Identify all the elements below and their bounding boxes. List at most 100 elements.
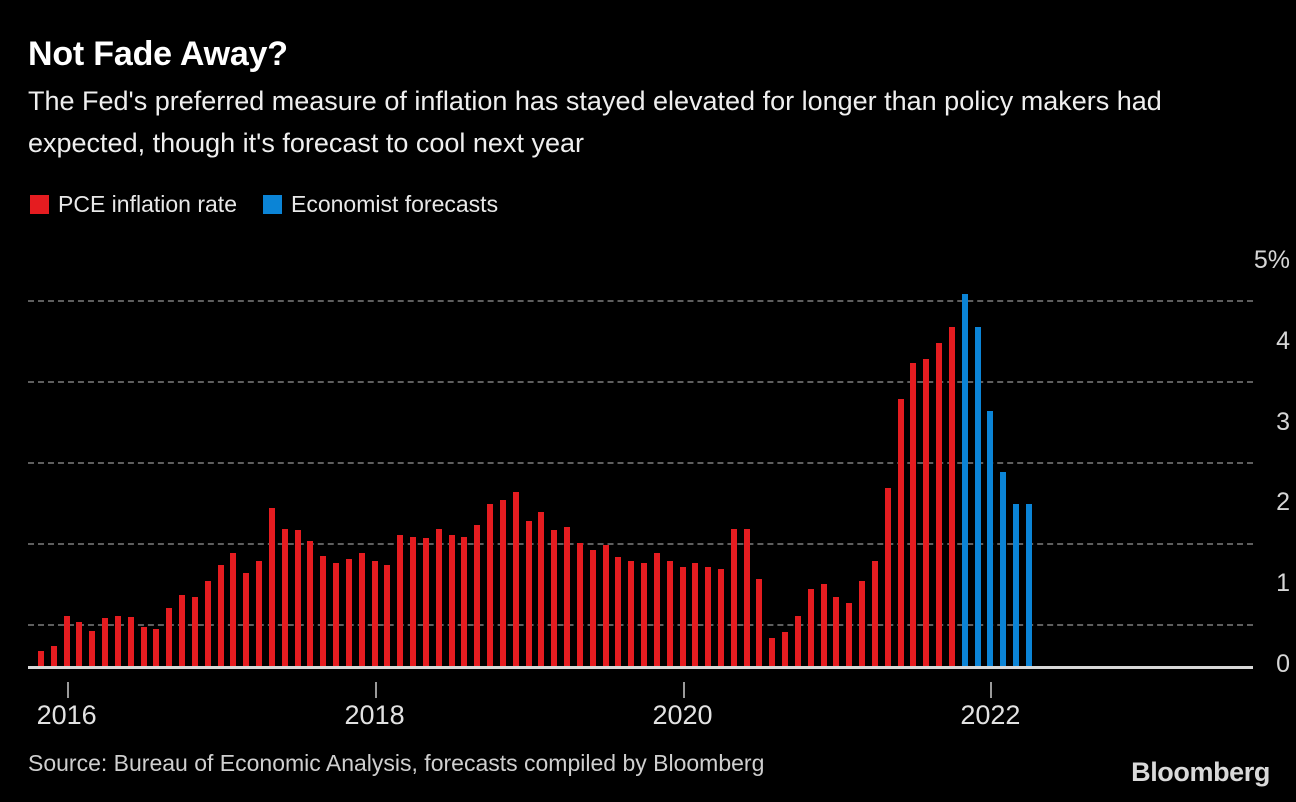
bar-actual xyxy=(448,535,455,666)
bar-actual xyxy=(679,567,686,666)
bar-actual xyxy=(140,627,147,666)
bar-forecast xyxy=(961,294,968,666)
x-axis-tick xyxy=(682,682,685,698)
page-subtitle: The Fed's preferred measure of inflation… xyxy=(28,86,1162,158)
y-axis-tick-label: 2 xyxy=(1276,488,1290,517)
bars-container xyxy=(28,262,1253,666)
y-axis-tick-label: 1 xyxy=(1276,569,1290,598)
bar-actual xyxy=(628,560,635,666)
gridline xyxy=(28,623,1253,626)
gridline xyxy=(28,300,1253,303)
x-axis-tick-label: 2018 xyxy=(344,700,405,730)
bar-actual xyxy=(474,524,481,666)
bar-actual xyxy=(705,566,712,666)
legend-label: PCE inflation rate xyxy=(58,191,237,217)
bar-actual xyxy=(743,528,750,666)
bar-actual xyxy=(910,363,917,666)
bar-actual xyxy=(666,560,673,666)
bar-actual xyxy=(833,597,840,666)
y-axis-tick-label: 3 xyxy=(1276,407,1290,436)
bar-actual xyxy=(153,628,160,666)
bar-actual xyxy=(320,556,327,666)
bar-actual xyxy=(50,645,57,666)
bar-actual xyxy=(717,569,724,666)
bar-actual xyxy=(564,527,571,666)
bar-actual xyxy=(333,562,340,666)
x-axis-tick-label: 2016 xyxy=(36,700,97,730)
bar-forecast xyxy=(1013,504,1020,666)
bar-actual xyxy=(114,615,121,666)
bar-actual xyxy=(641,562,647,666)
x-axis-tick-label: 2020 xyxy=(652,700,713,730)
bar-actual xyxy=(410,536,417,666)
bar-actual xyxy=(820,583,827,666)
bar-actual xyxy=(191,597,198,666)
bar-actual xyxy=(551,530,558,666)
bar-actual xyxy=(435,528,442,666)
bar-actual xyxy=(294,530,301,666)
bar-actual xyxy=(692,563,699,666)
gridline xyxy=(28,381,1253,384)
bar-actual xyxy=(794,615,801,666)
bar-actual xyxy=(38,651,44,666)
bar-actual xyxy=(589,550,596,666)
bar-actual xyxy=(397,535,404,666)
bar-actual xyxy=(807,589,814,666)
bar-actual xyxy=(89,631,96,666)
bar-actual xyxy=(307,540,314,666)
bar-actual xyxy=(487,504,494,666)
bar-forecast xyxy=(1000,472,1007,666)
bar-actual xyxy=(859,581,866,666)
x-axis-tick-label: 2022 xyxy=(960,700,1021,730)
x-axis-tick xyxy=(374,682,377,698)
source-note: Source: Bureau of Economic Analysis, for… xyxy=(28,750,765,776)
bar-forecast xyxy=(974,326,981,666)
bar-actual xyxy=(76,621,83,666)
bar-actual xyxy=(371,560,378,666)
chart-area: 0 1 2 3 4 5% xyxy=(0,232,1296,682)
bar-actual xyxy=(615,556,622,666)
bar-actual xyxy=(936,342,943,666)
bar-actual xyxy=(179,594,186,666)
bar-actual xyxy=(782,632,789,666)
bar-actual xyxy=(512,492,519,666)
bar-actual xyxy=(268,508,275,666)
bar-actual xyxy=(243,573,250,666)
bar-actual xyxy=(499,500,506,666)
bar-actual xyxy=(897,399,904,666)
bar-actual xyxy=(204,581,211,666)
y-axis-tick-label: 5% xyxy=(1253,246,1290,274)
bar-actual xyxy=(422,538,429,666)
legend-swatch-pce xyxy=(30,195,49,214)
bar-actual xyxy=(230,552,237,666)
bar-actual xyxy=(730,528,737,666)
legend-item: PCE inflation rate xyxy=(30,193,237,216)
bar-actual xyxy=(538,512,545,666)
legend-label: Economist forecasts xyxy=(290,191,499,217)
bar-actual xyxy=(923,358,930,666)
bar-actual xyxy=(166,607,173,666)
bar-actual xyxy=(846,602,853,666)
y-axis-tick-label: 0 xyxy=(1276,650,1290,678)
bar-actual xyxy=(345,559,352,666)
bar-actual xyxy=(63,615,70,666)
gridline xyxy=(28,542,1253,545)
bar-actual xyxy=(384,565,391,666)
legend-swatch-forecast xyxy=(262,195,282,214)
bar-actual xyxy=(948,326,955,666)
bar-actual xyxy=(461,536,468,666)
bar-actual xyxy=(602,544,609,666)
bar-actual xyxy=(653,552,660,666)
bloomberg-logo: Bloomberg xyxy=(1131,757,1270,787)
bar-actual xyxy=(102,617,109,666)
x-axis: 2016 2018 2020 2022 xyxy=(28,682,1253,742)
chart-legend: PCE inflation rate Economist forecasts xyxy=(30,193,498,216)
plot-area xyxy=(28,262,1253,669)
bar-actual xyxy=(884,488,891,666)
y-axis-labels: 0 1 2 3 4 5% xyxy=(1244,232,1290,682)
legend-item: Economist forecasts xyxy=(262,191,499,217)
y-axis-tick-label: 4 xyxy=(1276,326,1290,355)
bar-actual xyxy=(358,552,365,666)
bar-actual xyxy=(525,520,532,666)
